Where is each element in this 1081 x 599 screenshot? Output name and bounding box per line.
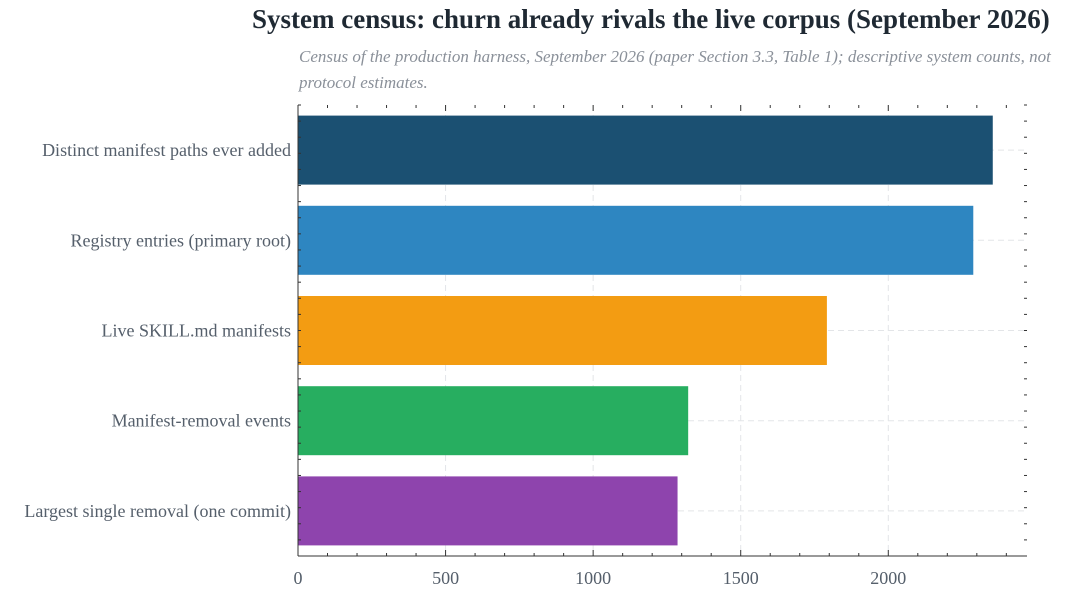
bar	[298, 115, 993, 185]
chart-subtitle: Census of the production harness, Septem…	[299, 47, 1051, 92]
x-tick-label: 1000	[575, 568, 611, 588]
category-label: Manifest-removal events	[112, 411, 291, 431]
bar	[298, 205, 974, 275]
category-label: Live SKILL.md manifests	[102, 321, 291, 341]
x-tick-label: 0	[294, 568, 303, 588]
category-label: Largest single removal (one commit)	[24, 501, 291, 522]
category-label: Distinct manifest paths ever added	[42, 140, 291, 160]
bar	[298, 386, 689, 456]
x-tick-label: 1500	[723, 568, 759, 588]
bar	[298, 476, 678, 546]
x-tick-label: 2000	[870, 568, 906, 588]
category-label: Registry entries (primary root)	[71, 230, 291, 251]
x-tick-label: 500	[432, 568, 459, 588]
bar	[298, 296, 827, 365]
chart-title-text: System census: churn already rivals the …	[252, 4, 1050, 34]
